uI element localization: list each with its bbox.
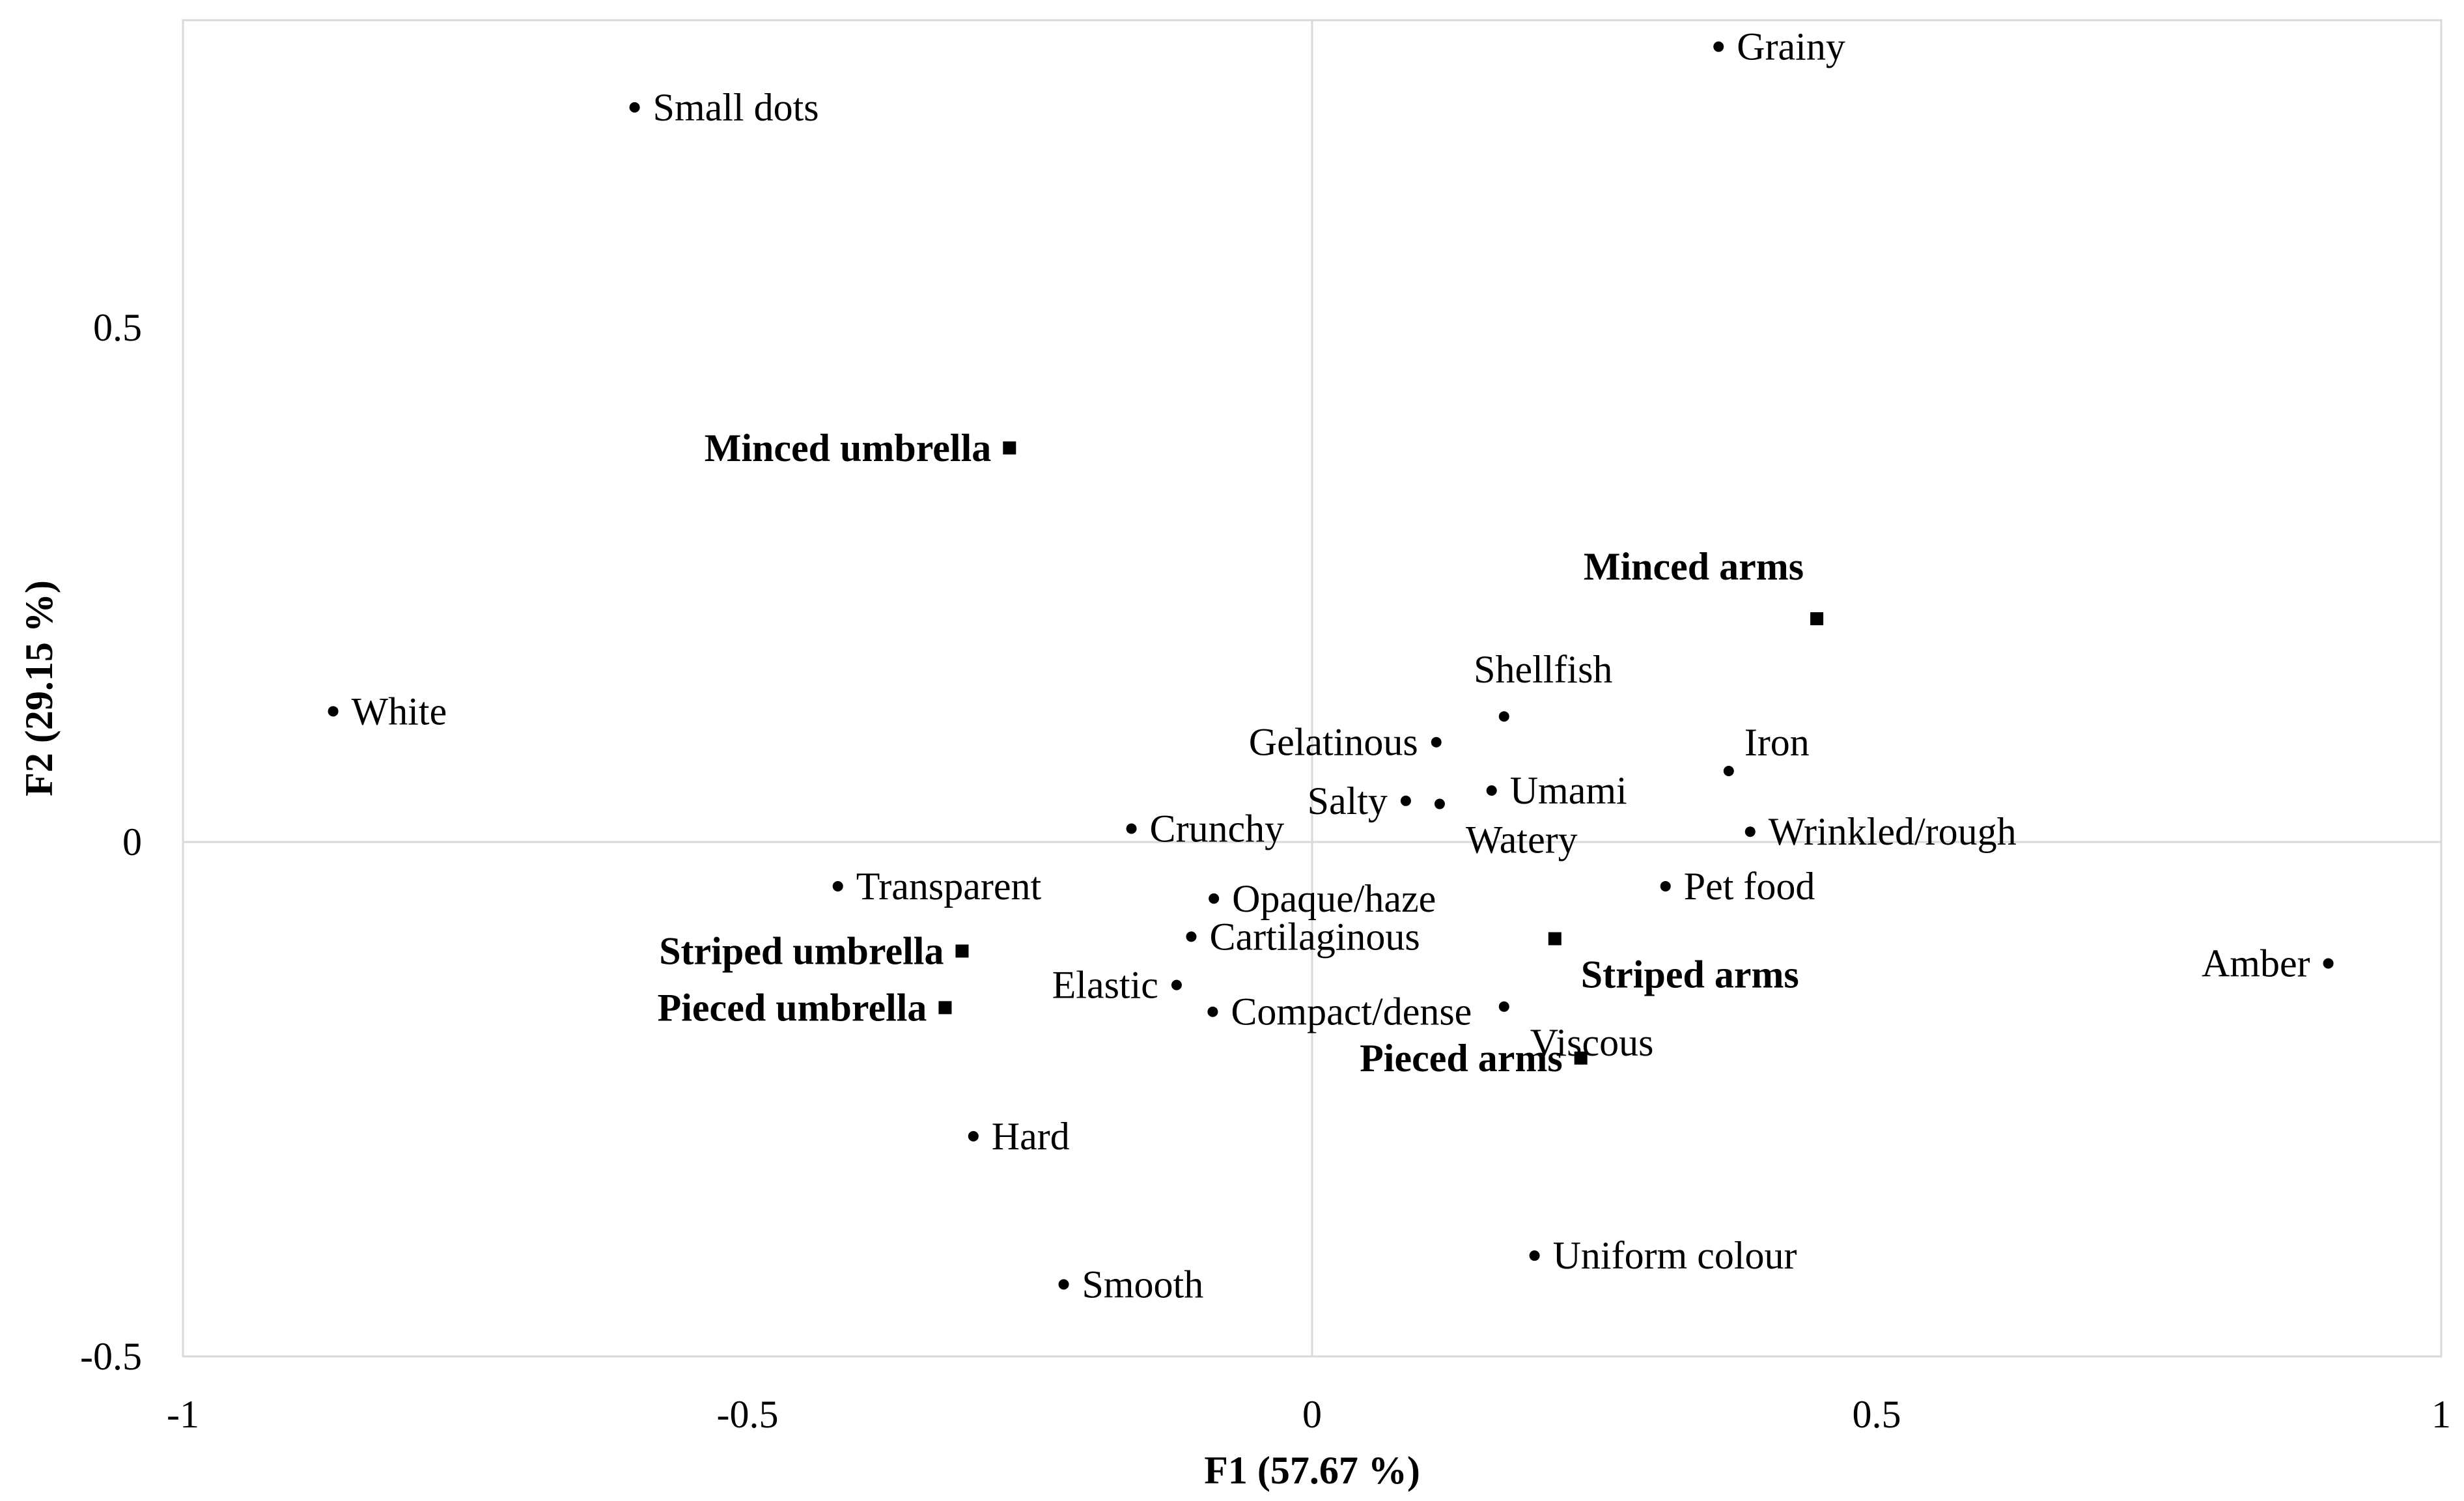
attribute-label: Hard (992, 1115, 1070, 1158)
attribute-label: Pet food (1684, 865, 1815, 908)
attribute-label: Smooth (1082, 1263, 1204, 1306)
attribute-label: White (352, 690, 447, 733)
sample-marker (955, 944, 969, 958)
x-tick-label: 1 (2431, 1393, 2451, 1436)
x-tick-label: 0.5 (1853, 1393, 1901, 1436)
attribute-label: Shellfish (1474, 648, 1612, 691)
attribute-label: Cartilaginous (1209, 915, 1420, 958)
attribute-label: Compact/dense (1231, 990, 1472, 1033)
sample-marker (938, 1001, 952, 1015)
attribute-label: Amber (2202, 942, 2310, 985)
attribute-label: Elastic (1052, 964, 1158, 1007)
attribute-point (1660, 880, 1671, 891)
attribute-label: Opaque/haze (1232, 877, 1436, 920)
sample-label: Striped arms (1581, 953, 1799, 996)
sample-label: Minced umbrella (705, 427, 992, 470)
attribute-label: Transparent (856, 865, 1042, 908)
y-axis-title: F2 (29.15 %) (18, 580, 61, 796)
attribute-label: Wrinkled/rough (1769, 810, 2017, 853)
x-tick-label: -0.5 (717, 1393, 779, 1436)
attribute-point (1431, 736, 1442, 748)
attribute-label: Uniform colour (1553, 1234, 1797, 1277)
attribute-point (1186, 931, 1197, 942)
sample-marker (1003, 441, 1016, 455)
attribute-point (1207, 1006, 1218, 1017)
sample-label: Minced arms (1584, 545, 1804, 588)
attribute-point (1126, 823, 1137, 834)
attribute-point (629, 102, 640, 113)
attribute-point (1498, 711, 1509, 722)
attribute-point (2323, 958, 2334, 969)
attribute-label: Watery (1466, 819, 1578, 862)
attribute-label: Salty (1308, 779, 1388, 822)
x-axis-title: F1 (57.67 %) (1204, 1449, 1420, 1492)
attribute-point (1058, 1279, 1069, 1290)
attribute-point (1498, 1001, 1509, 1012)
sample-marker (1810, 612, 1824, 626)
x-tick-label: 0 (1302, 1393, 1322, 1436)
attribute-point (1529, 1250, 1540, 1261)
attribute-point (1723, 765, 1734, 776)
attribute-label: Crunchy (1150, 807, 1285, 850)
attribute-point (1171, 979, 1182, 990)
attribute-label: Grainy (1737, 25, 1845, 68)
attribute-point (1400, 795, 1411, 806)
attribute-label: Iron (1744, 721, 1810, 764)
y-axis-tick-labels: -0.5 0 0.5 (80, 306, 142, 1378)
sample-label: Pieced arms (1360, 1037, 1563, 1080)
attribute-label: Viscous (1530, 1021, 1654, 1064)
x-axis-tick-labels: -1 -0.5 0 0.5 1 (167, 1393, 2451, 1436)
x-tick-label: -1 (167, 1393, 199, 1436)
attribute-label: Umami (1510, 769, 1627, 812)
sample-label: Striped umbrella (659, 929, 944, 972)
attribute-point (1434, 798, 1445, 809)
y-tick-label: 0.5 (93, 306, 142, 349)
attribute-label: Gelatinous (1249, 721, 1418, 764)
plot-points: Grainy Small dots White Shellfish Gelatinous… (328, 25, 2334, 1306)
attribute-point (328, 706, 339, 717)
attribute-point (1744, 826, 1756, 837)
sample-label: Pieced umbrella (658, 986, 927, 1029)
attribute-point (832, 880, 843, 891)
sample-marker (1548, 932, 1561, 946)
attribute-point (1486, 785, 1497, 796)
attribute-point (968, 1130, 979, 1142)
attribute-label: Small dots (653, 86, 819, 129)
y-tick-label: 0 (122, 821, 142, 863)
sample-marker (1574, 1051, 1588, 1065)
attribute-point (1713, 41, 1724, 52)
y-tick-label: -0.5 (80, 1335, 142, 1378)
attribute-point (1209, 893, 1220, 904)
